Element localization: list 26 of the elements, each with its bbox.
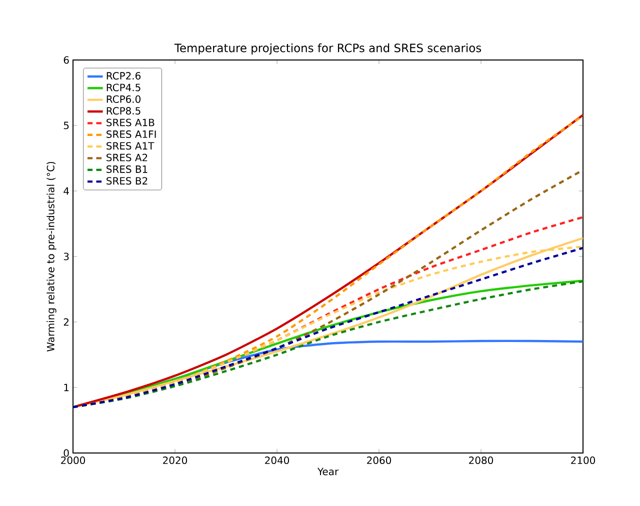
x-tick-label: 2080: [469, 456, 494, 464]
x-tick-label: 2000: [61, 456, 86, 464]
x-tick-label: 2040: [265, 456, 290, 464]
y-tick-label: 5: [64, 122, 69, 130]
legend-label: SRES A2: [106, 154, 148, 162]
legend-label: SRES A1FI: [106, 130, 156, 138]
y-tick-label: 1: [64, 384, 69, 392]
y-tick-label: 4: [64, 187, 69, 195]
y-tick-label: 3: [64, 252, 69, 260]
legend-label: SRES A1T: [106, 142, 154, 150]
legend-label: RCP2.6: [106, 72, 141, 80]
x-tick-label: 2020: [163, 456, 188, 464]
legend-label: RCP6.0: [106, 95, 140, 103]
legend-label: SRES A1B: [106, 118, 154, 126]
y-tick-label: 6: [64, 56, 69, 64]
x-tick-label: 2100: [571, 456, 596, 464]
chart-title: Temperature projections for RCPs and SRES scenarios: [174, 43, 482, 54]
x-tick-label: 2060: [367, 456, 392, 464]
x-axis-title: Year: [317, 468, 339, 476]
legend-label: RCP8.5: [106, 107, 140, 115]
y-tick-label: 2: [64, 318, 68, 326]
y-axis-title: Warming relative to pre-industrial (°C): [46, 162, 56, 352]
legend-label: SRES B1: [106, 165, 148, 173]
legend-label: SRES B2: [106, 177, 148, 185]
legend-label: RCP4.5: [106, 84, 140, 92]
y-tick-label: 0: [64, 449, 69, 457]
